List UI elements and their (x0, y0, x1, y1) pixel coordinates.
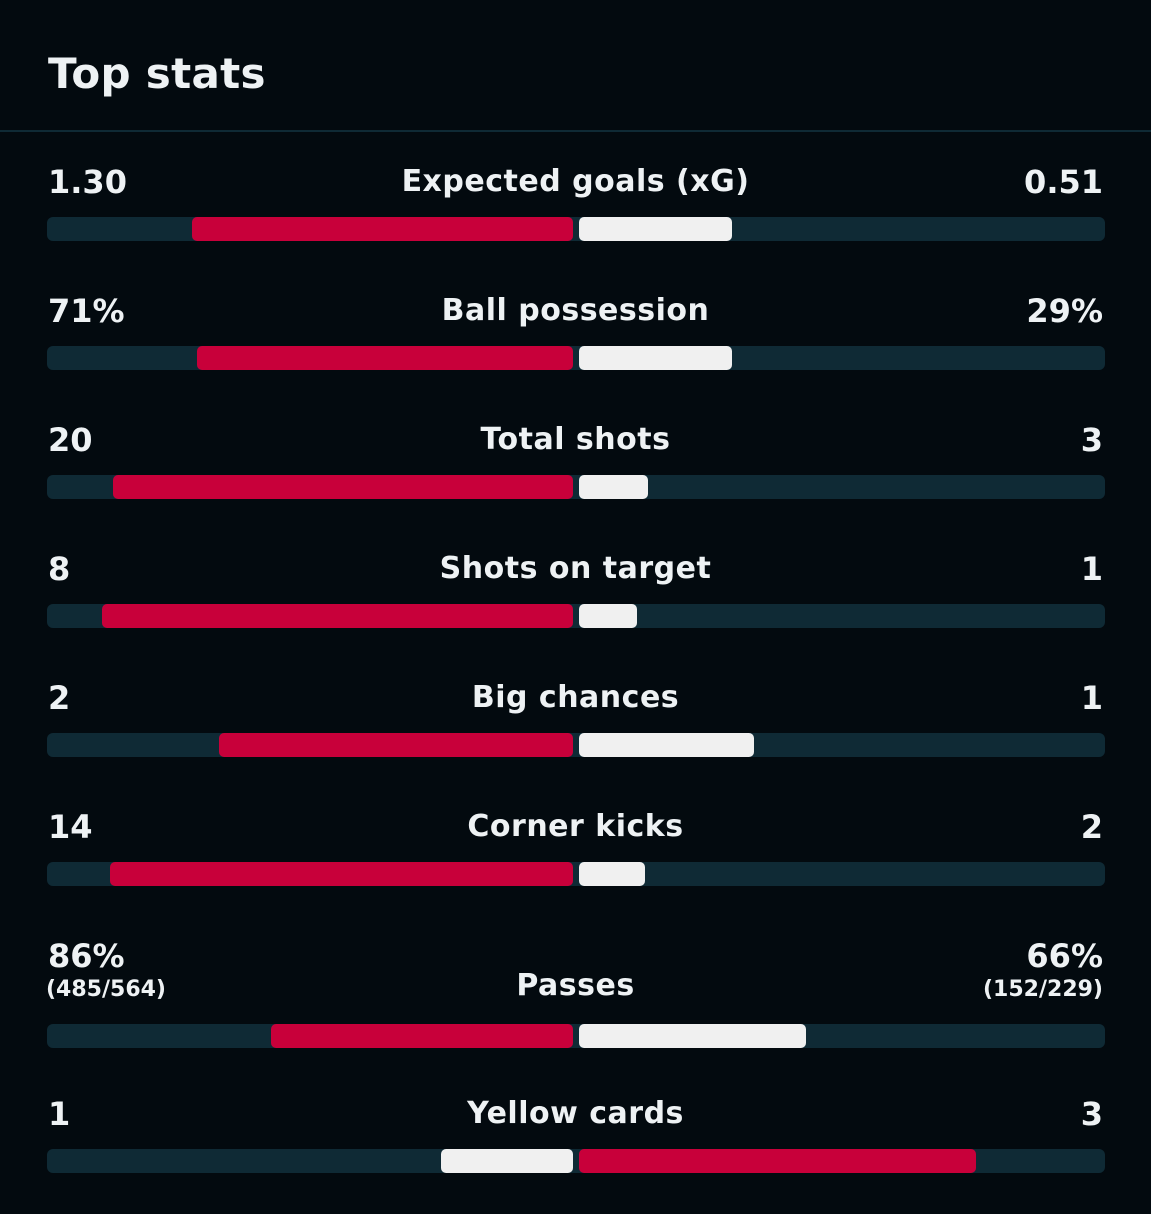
home-bar (192, 217, 573, 241)
away-value: 66% (1026, 937, 1103, 975)
page-title: Top stats (48, 49, 266, 98)
away-bar (579, 604, 637, 628)
away-value: 3 (1080, 421, 1103, 459)
stat-label: Ball possession (441, 293, 710, 328)
away-value: 2 (1080, 808, 1103, 846)
stat-row: 2 Big chances 1 (0, 678, 1151, 798)
stat-comparison-bar (47, 604, 1105, 628)
stat-label: Yellow cards (467, 1096, 684, 1131)
stat-label: Expected goals (xG) (401, 164, 750, 199)
stat-row: 86% Passes 66% (485/564) (152/229) (0, 936, 1151, 1096)
home-bar (441, 1149, 573, 1173)
home-value: 2 (48, 679, 71, 717)
home-bar (102, 604, 573, 628)
away-bar (579, 1149, 976, 1173)
home-bar (271, 1024, 573, 1048)
stat-label: Passes (516, 968, 635, 1003)
away-value: 29% (1026, 292, 1103, 330)
away-value: 0.51 (1024, 163, 1103, 201)
stat-label: Big chances (471, 680, 680, 715)
away-bar (579, 733, 754, 757)
stat-comparison-bar (47, 346, 1105, 370)
home-value: 20 (48, 421, 93, 459)
away-value: 3 (1080, 1095, 1103, 1133)
away-bar (579, 217, 732, 241)
home-value: 14 (48, 808, 93, 846)
stat-comparison-bar (47, 1149, 1105, 1173)
home-value: 1 (48, 1095, 71, 1133)
away-value-detail: (152/229) (983, 977, 1103, 1002)
away-bar (579, 475, 648, 499)
stat-row: 8 Shots on target 1 (0, 549, 1151, 669)
home-value: 71% (48, 292, 125, 330)
top-stats-header: Top stats (0, 0, 1151, 132)
stat-comparison-bar (47, 733, 1105, 757)
stat-label: Shots on target (439, 551, 712, 586)
stat-comparison-bar (47, 475, 1105, 499)
stat-row: 14 Corner kicks 2 (0, 807, 1151, 927)
away-value: 1 (1080, 679, 1103, 717)
away-value: 1 (1080, 550, 1103, 588)
away-bar (579, 1024, 806, 1048)
stat-row: 1 Yellow cards 3 (0, 1094, 1151, 1214)
home-bar (197, 346, 573, 370)
stat-comparison-bar (47, 862, 1105, 886)
home-bar (113, 475, 573, 499)
home-value-detail: (485/564) (46, 977, 166, 1002)
stat-row: 71% Ball possession 29% (0, 291, 1151, 411)
away-bar (579, 862, 645, 886)
stat-row: 20 Total shots 3 (0, 420, 1151, 540)
stat-label: Total shots (480, 422, 671, 457)
home-value: 1.30 (48, 163, 127, 201)
stat-label: Corner kicks (467, 809, 684, 844)
home-value: 8 (48, 550, 71, 588)
away-bar (579, 346, 732, 370)
stat-comparison-bar (47, 1024, 1105, 1048)
stat-row: 1.30 Expected goals (xG) 0.51 (0, 162, 1151, 282)
home-value: 86% (48, 937, 125, 975)
home-bar (110, 862, 573, 886)
stat-comparison-bar (47, 217, 1105, 241)
home-bar (219, 733, 573, 757)
